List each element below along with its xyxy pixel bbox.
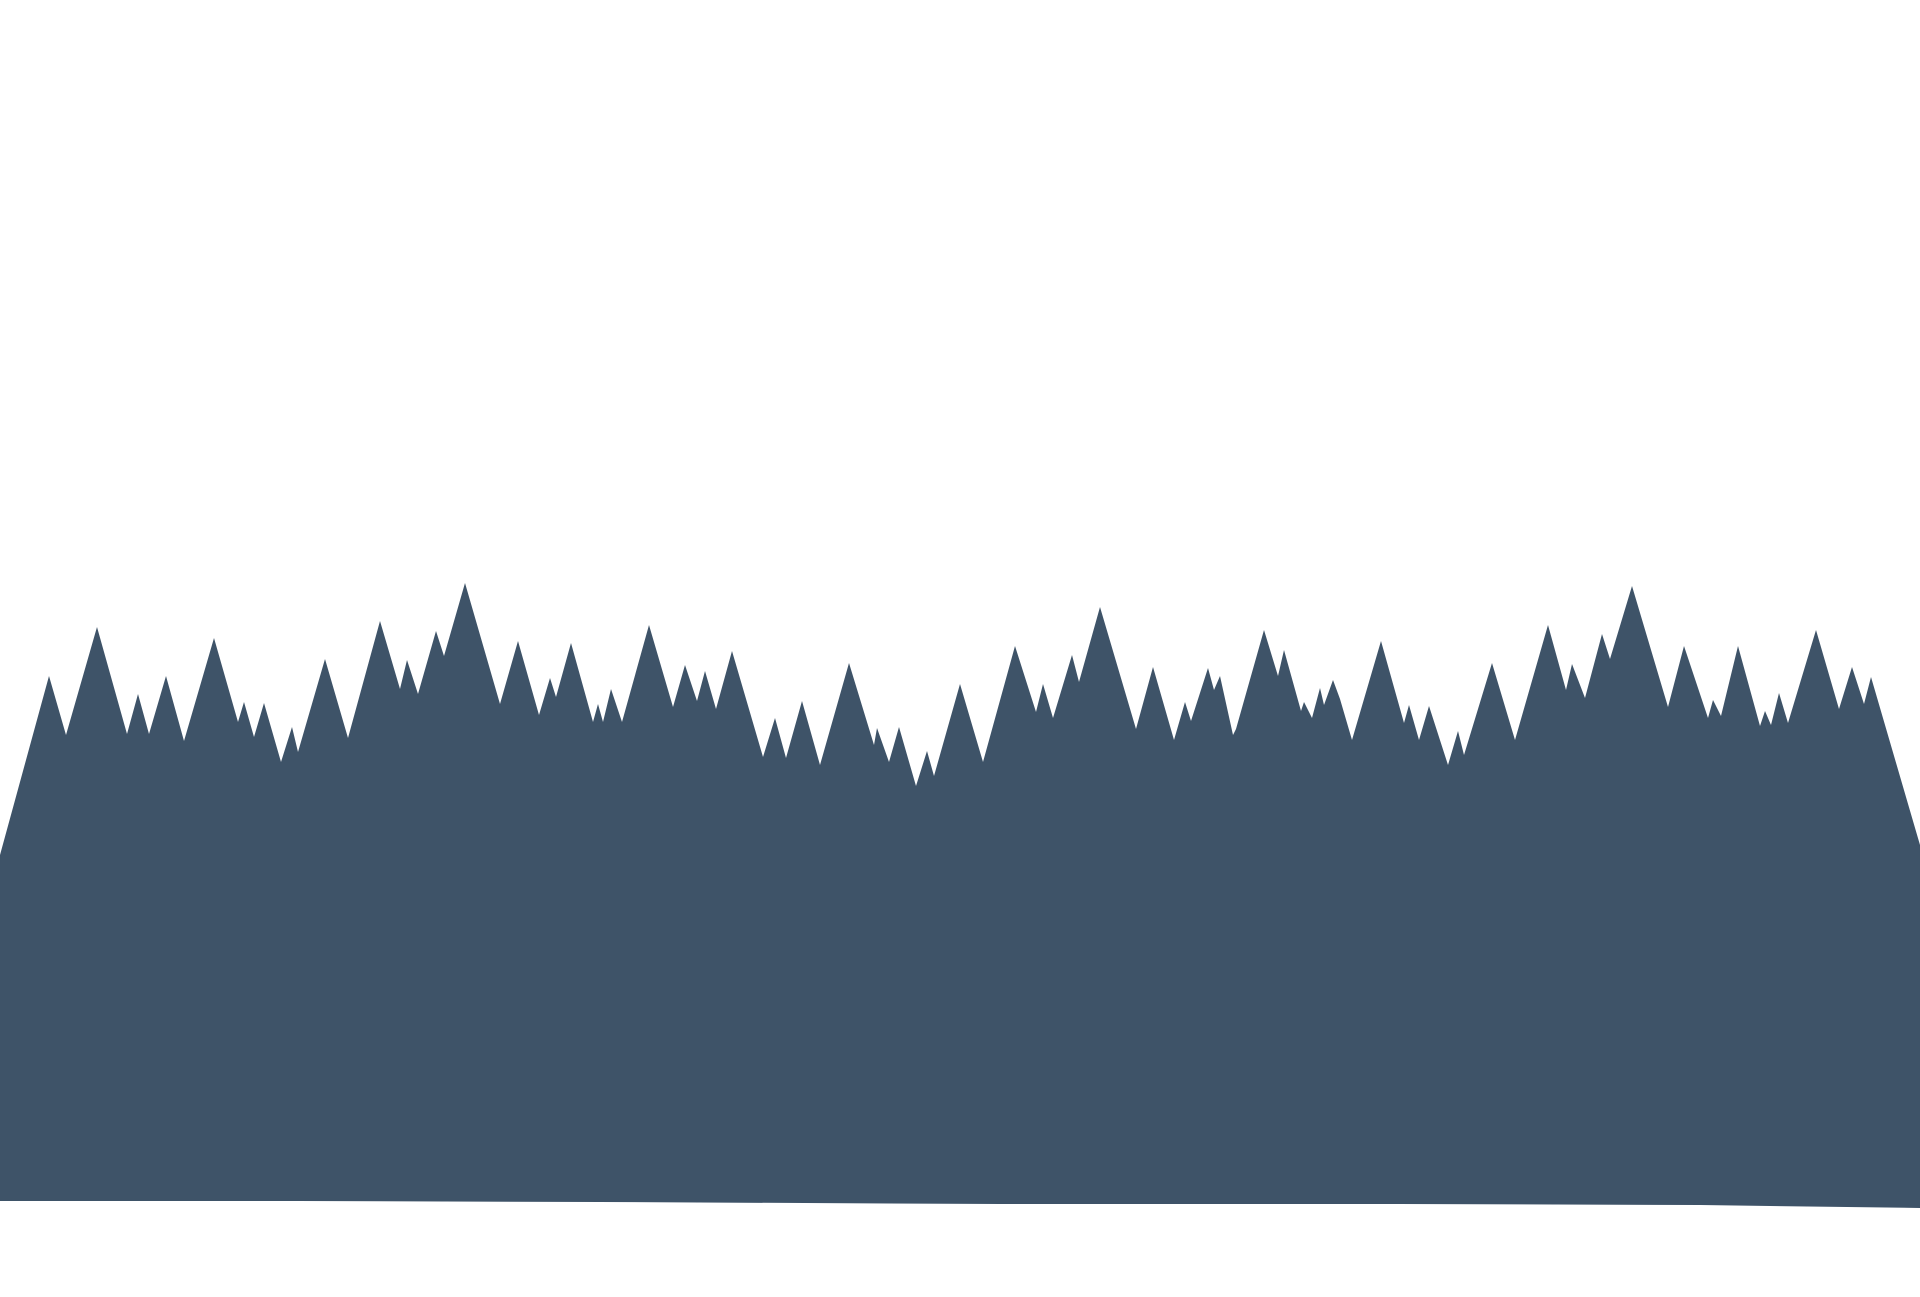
jagged-silhouette-shape bbox=[0, 583, 1920, 1208]
